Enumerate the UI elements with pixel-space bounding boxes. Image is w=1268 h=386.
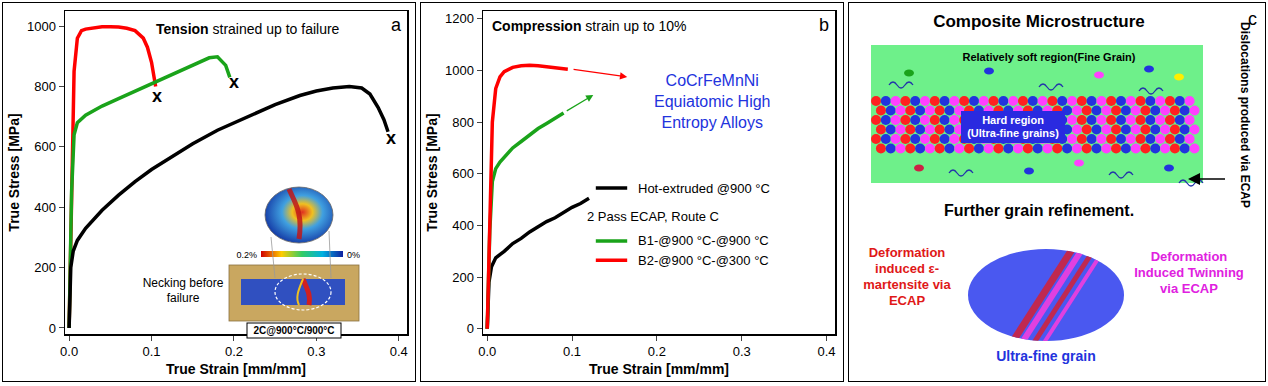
svg-text:Further grain refinement.: Further grain refinement. — [944, 202, 1134, 219]
svg-text:2 Pass ECAP, Route C: 2 Pass ECAP, Route C — [587, 209, 719, 224]
svg-text:0.2%: 0.2% — [236, 250, 257, 260]
svg-text:Relatively soft region(Fine Gr: Relatively soft region(Fine Grain) — [963, 51, 1136, 63]
svg-text:Hard region: Hard region — [982, 114, 1044, 126]
svg-text:400: 400 — [452, 218, 474, 233]
svg-text:b: b — [819, 15, 829, 35]
svg-text:via ECAP: via ECAP — [1160, 281, 1218, 296]
svg-text:True Stress [MPa]: True Stress [MPa] — [424, 113, 440, 231]
svg-text:800: 800 — [452, 115, 474, 130]
svg-text:Dislocations produced via ECAP: Dislocations produced via ECAP — [1238, 22, 1252, 208]
svg-text:1000: 1000 — [445, 63, 474, 78]
svg-text:Ultra-fine grain: Ultra-fine grain — [996, 348, 1096, 364]
svg-text:True Stress [MPa]: True Stress [MPa] — [6, 113, 22, 231]
svg-text:0.1: 0.1 — [142, 344, 160, 359]
svg-text:B1-@900 °C-@900 °C: B1-@900 °C-@900 °C — [638, 233, 769, 248]
svg-text:200: 200 — [452, 270, 474, 285]
svg-text:400: 400 — [34, 200, 56, 215]
svg-text:martensite via: martensite via — [863, 277, 951, 292]
svg-text:True Strain [mm/mm]: True Strain [mm/mm] — [166, 361, 306, 377]
svg-text:600: 600 — [452, 166, 474, 181]
svg-text:Composite Microstructure: Composite Microstructure — [933, 12, 1145, 31]
svg-text:0.0: 0.0 — [60, 344, 78, 359]
svg-text:failure: failure — [167, 291, 200, 305]
svg-text:0.4: 0.4 — [817, 344, 835, 359]
svg-text:c: c — [1248, 9, 1257, 29]
svg-text:0: 0 — [467, 321, 474, 336]
svg-text:0.3: 0.3 — [307, 344, 325, 359]
svg-text:200: 200 — [34, 260, 56, 275]
svg-text:x: x — [152, 86, 162, 106]
svg-text:0.2: 0.2 — [648, 344, 666, 359]
svg-text:True Strain [mm/mm]: True Strain [mm/mm] — [589, 361, 729, 377]
svg-text:induced ε-: induced ε- — [875, 261, 939, 276]
svg-text:CoCrFeMnNiEquiatomic HighEntro: CoCrFeMnNiEquiatomic HighEntropy Alloys — [654, 72, 771, 131]
svg-text:B2-@900 °C-@300 °C: B2-@900 °C-@300 °C — [638, 253, 769, 268]
svg-text:Deformation: Deformation — [869, 245, 946, 260]
svg-text:Tension strained up to failure: Tension strained up to failure — [156, 21, 340, 37]
svg-text:Necking before: Necking before — [143, 276, 224, 290]
svg-text:1200: 1200 — [445, 11, 474, 26]
svg-text:0.2: 0.2 — [225, 344, 243, 359]
svg-text:x: x — [386, 128, 396, 148]
svg-text:x: x — [229, 72, 239, 92]
svg-text:0.0: 0.0 — [478, 344, 496, 359]
svg-text:Deformation: Deformation — [1151, 249, 1228, 264]
svg-text:a: a — [391, 15, 402, 35]
svg-text:2C@900°C/900°C: 2C@900°C/900°C — [253, 325, 334, 336]
svg-text:600: 600 — [34, 139, 56, 154]
svg-text:0.4: 0.4 — [390, 344, 408, 359]
svg-text:Hot-extruded @900 °C: Hot-extruded @900 °C — [638, 181, 770, 196]
svg-text:0.3: 0.3 — [733, 344, 751, 359]
svg-text:ECAP: ECAP — [889, 293, 925, 308]
svg-text:0%: 0% — [347, 250, 360, 260]
svg-text:800: 800 — [34, 79, 56, 94]
svg-text:0: 0 — [49, 321, 56, 336]
svg-text:(Ultra-fine grains): (Ultra-fine grains) — [967, 127, 1059, 139]
svg-text:Induced Twinning: Induced Twinning — [1134, 265, 1244, 280]
svg-text:Compression strain up to 10%: Compression strain up to 10% — [492, 18, 687, 34]
svg-text:0.1: 0.1 — [563, 344, 581, 359]
svg-text:1000: 1000 — [27, 19, 56, 34]
